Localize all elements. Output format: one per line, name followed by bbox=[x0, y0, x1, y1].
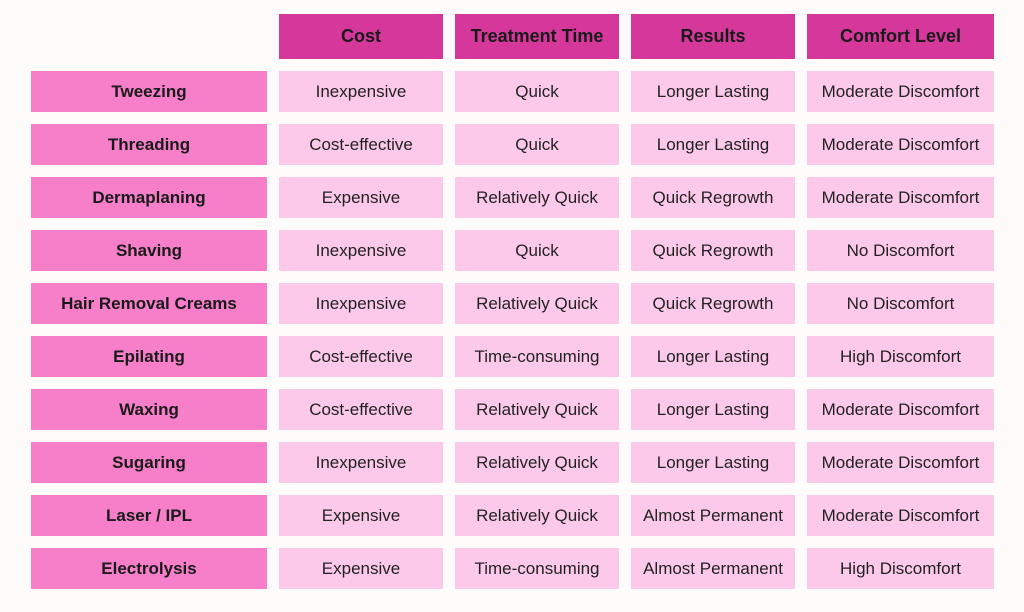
comparison-table: Cost Treatment Time Results Comfort Leve… bbox=[31, 14, 994, 589]
table-cell-results: Almost Permanent bbox=[631, 495, 795, 536]
table-cell-cost: Cost-effective bbox=[279, 389, 443, 430]
table-cell-treatment-time: Quick bbox=[455, 71, 619, 112]
column-header-comfort-level: Comfort Level bbox=[807, 14, 994, 59]
table-cell-comfort-level: Moderate Discomfort bbox=[807, 124, 994, 165]
row-header-method: Sugaring bbox=[31, 442, 267, 483]
table-cell-treatment-time: Relatively Quick bbox=[455, 389, 619, 430]
table-cell-results: Longer Lasting bbox=[631, 71, 795, 112]
table-cell-cost: Expensive bbox=[279, 177, 443, 218]
table-cell-comfort-level: Moderate Discomfort bbox=[807, 495, 994, 536]
table-corner bbox=[31, 14, 267, 59]
table-cell-cost: Inexpensive bbox=[279, 71, 443, 112]
table-cell-results: Longer Lasting bbox=[631, 124, 795, 165]
row-header-method: Shaving bbox=[31, 230, 267, 271]
table-cell-treatment-time: Relatively Quick bbox=[455, 495, 619, 536]
table-cell-comfort-level: Moderate Discomfort bbox=[807, 71, 994, 112]
table-cell-results: Longer Lasting bbox=[631, 442, 795, 483]
table-cell-cost: Cost-effective bbox=[279, 124, 443, 165]
table-cell-comfort-level: Moderate Discomfort bbox=[807, 389, 994, 430]
row-header-method: Electrolysis bbox=[31, 548, 267, 589]
table-cell-cost: Inexpensive bbox=[279, 283, 443, 324]
table-cell-results: Quick Regrowth bbox=[631, 177, 795, 218]
table-cell-cost: Inexpensive bbox=[279, 442, 443, 483]
table-cell-treatment-time: Relatively Quick bbox=[455, 442, 619, 483]
table-cell-cost: Expensive bbox=[279, 495, 443, 536]
column-header-treatment-time: Treatment Time bbox=[455, 14, 619, 59]
table-cell-cost: Inexpensive bbox=[279, 230, 443, 271]
row-header-method: Epilating bbox=[31, 336, 267, 377]
table-cell-results: Quick Regrowth bbox=[631, 230, 795, 271]
row-header-method: Laser / IPL bbox=[31, 495, 267, 536]
column-header-cost: Cost bbox=[279, 14, 443, 59]
table-cell-results: Longer Lasting bbox=[631, 389, 795, 430]
row-header-method: Dermaplaning bbox=[31, 177, 267, 218]
table-cell-results: Almost Permanent bbox=[631, 548, 795, 589]
table-cell-treatment-time: Quick bbox=[455, 230, 619, 271]
table-cell-treatment-time: Quick bbox=[455, 124, 619, 165]
row-header-method: Hair Removal Creams bbox=[31, 283, 267, 324]
table-cell-treatment-time: Relatively Quick bbox=[455, 283, 619, 324]
table-cell-treatment-time: Time-consuming bbox=[455, 336, 619, 377]
table-cell-comfort-level: Moderate Discomfort bbox=[807, 442, 994, 483]
row-header-method: Threading bbox=[31, 124, 267, 165]
table-cell-comfort-level: No Discomfort bbox=[807, 283, 994, 324]
table-cell-comfort-level: High Discomfort bbox=[807, 336, 994, 377]
table-cell-cost: Expensive bbox=[279, 548, 443, 589]
column-header-results: Results bbox=[631, 14, 795, 59]
row-header-method: Tweezing bbox=[31, 71, 267, 112]
table-cell-cost: Cost-effective bbox=[279, 336, 443, 377]
table-cell-results: Quick Regrowth bbox=[631, 283, 795, 324]
table-cell-comfort-level: Moderate Discomfort bbox=[807, 177, 994, 218]
table-cell-comfort-level: High Discomfort bbox=[807, 548, 994, 589]
table-cell-treatment-time: Relatively Quick bbox=[455, 177, 619, 218]
table-cell-treatment-time: Time-consuming bbox=[455, 548, 619, 589]
row-header-method: Waxing bbox=[31, 389, 267, 430]
table-cell-comfort-level: No Discomfort bbox=[807, 230, 994, 271]
table-cell-results: Longer Lasting bbox=[631, 336, 795, 377]
